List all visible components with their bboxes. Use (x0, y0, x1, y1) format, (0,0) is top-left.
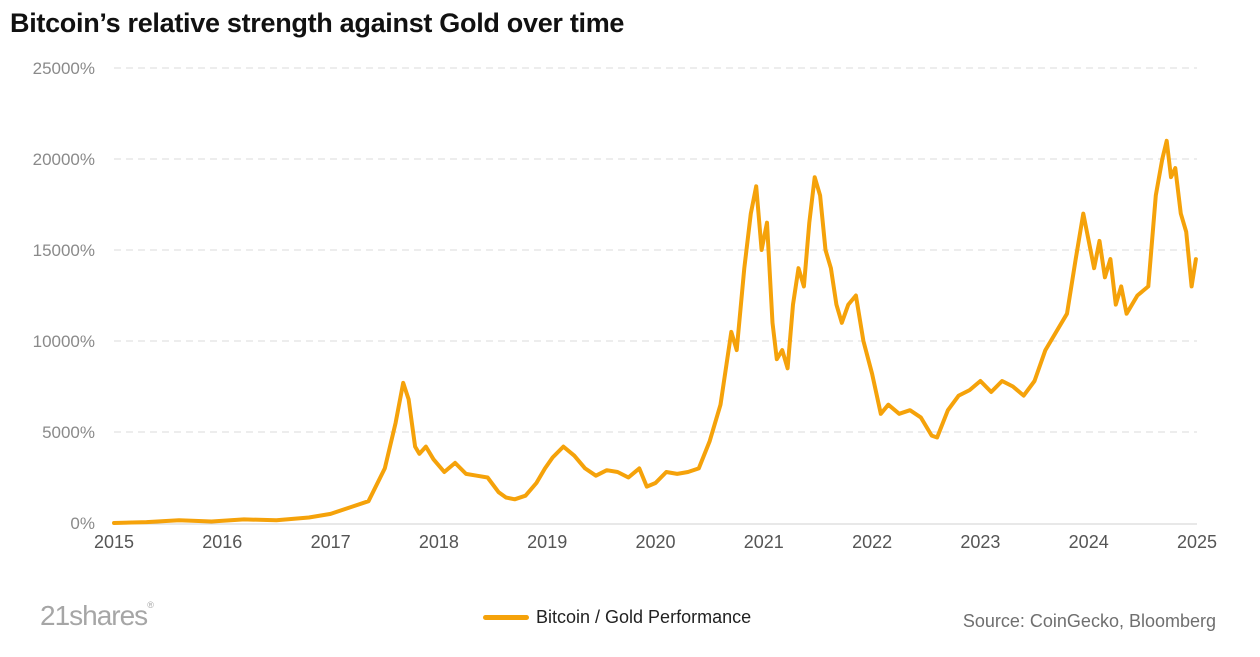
legend-swatch (483, 615, 529, 620)
y-tick-label: 15000% (33, 241, 95, 260)
x-tick-label: 2018 (419, 532, 459, 552)
x-tick-label: 2021 (744, 532, 784, 552)
x-tick-label: 2019 (527, 532, 567, 552)
logo-21shares: 21shares® (40, 600, 154, 631)
y-tick-label: 5000% (42, 423, 95, 442)
x-tick-label: 2016 (202, 532, 242, 552)
y-tick-label: 25000% (33, 59, 95, 78)
x-tick-label: 2017 (311, 532, 351, 552)
x-tick-label: 2020 (635, 532, 675, 552)
y-tick-label: 10000% (33, 332, 95, 351)
y-axis-ticks: 0% 5000% 10000% 15000% 20000% 25000% (33, 59, 95, 533)
y-tick-label: 20000% (33, 150, 95, 169)
x-tick-label: 2015 (94, 532, 134, 552)
x-tick-label: 2025 (1177, 532, 1217, 552)
x-tick-label: 2023 (960, 532, 1000, 552)
chart-title: Bitcoin’s relative strength against Gold… (10, 8, 625, 38)
x-axis-ticks: 2015 2016 2017 2018 2019 2020 2021 2022 2023 2024… (94, 532, 1217, 552)
series-line (112, 138, 1198, 525)
x-tick-label: 2022 (852, 532, 892, 552)
series-group (112, 138, 1198, 525)
source-note: Source: CoinGecko, Bloomberg (962, 611, 1216, 631)
legend: Bitcoin / Gold Performance (483, 607, 751, 628)
legend-label: Bitcoin / Gold Performance (536, 607, 752, 627)
grid-lines (114, 67, 1197, 433)
y-tick-label: 0% (70, 514, 95, 533)
x-tick-label: 2024 (1069, 532, 1109, 552)
